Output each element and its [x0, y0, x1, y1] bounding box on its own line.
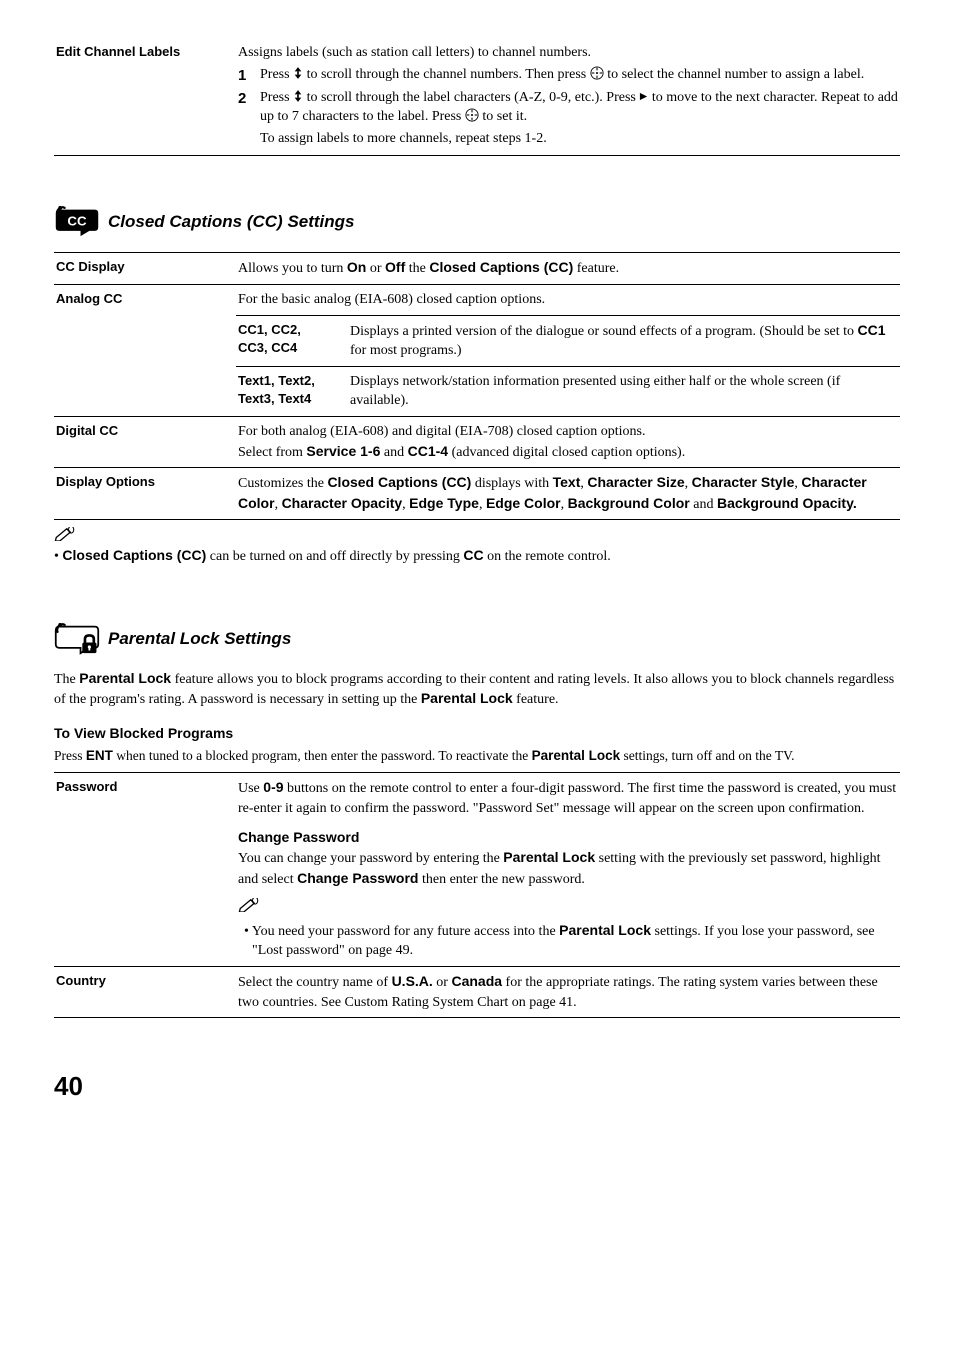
cc-heading: CC Closed Captions (CC) Settings	[54, 206, 900, 238]
pencil-icon	[238, 898, 260, 912]
display-options-label: Display Options	[54, 468, 236, 520]
cc-note: • Closed Captions (CC) can be turned on …	[54, 526, 900, 566]
cc-display-label: CC Display	[54, 253, 236, 285]
parental-title: Parental Lock Settings	[108, 627, 291, 651]
step-1: 1 Press to scroll through the channel nu…	[238, 65, 898, 86]
parental-table: Password Use 0-9 buttons on the remote c…	[54, 772, 900, 1018]
view-blocked-head: To View Blocked Programs	[54, 724, 900, 744]
country-label: Country	[54, 966, 236, 1017]
parental-intro: The Parental Lock feature allows you to …	[54, 669, 900, 710]
updown-icon	[293, 90, 303, 102]
cc-table: CC Display Allows you to turn On or Off …	[54, 252, 900, 520]
view-blocked-text: Press ENT when tuned to a blocked progra…	[54, 747, 900, 766]
parental-heading: Parental Lock Settings	[54, 623, 900, 655]
change-pw-head: Change Password	[238, 828, 898, 848]
digital-cc-label: Digital CC	[54, 416, 236, 467]
edit-channel-table: Edit Channel Labels Assigns labels (such…	[54, 38, 900, 156]
cc-icon: CC	[54, 206, 100, 238]
svg-text:CC: CC	[67, 214, 87, 229]
step-2: 2 Press to scroll through the label char…	[238, 88, 898, 149]
edit-channel-intro: Assigns labels (such as station call let…	[238, 43, 898, 63]
password-label: Password	[54, 773, 236, 967]
enter-icon	[465, 108, 479, 122]
pencil-icon	[54, 527, 76, 541]
enter-icon	[590, 66, 604, 80]
right-icon	[639, 92, 648, 101]
edit-channel-label: Edit Channel Labels	[54, 38, 236, 156]
cc-title: Closed Captions (CC) Settings	[108, 210, 355, 234]
updown-icon	[293, 67, 303, 79]
page-number: 40	[54, 1068, 900, 1104]
parental-icon	[54, 623, 100, 655]
analog-cc-label: Analog CC	[54, 284, 236, 416]
